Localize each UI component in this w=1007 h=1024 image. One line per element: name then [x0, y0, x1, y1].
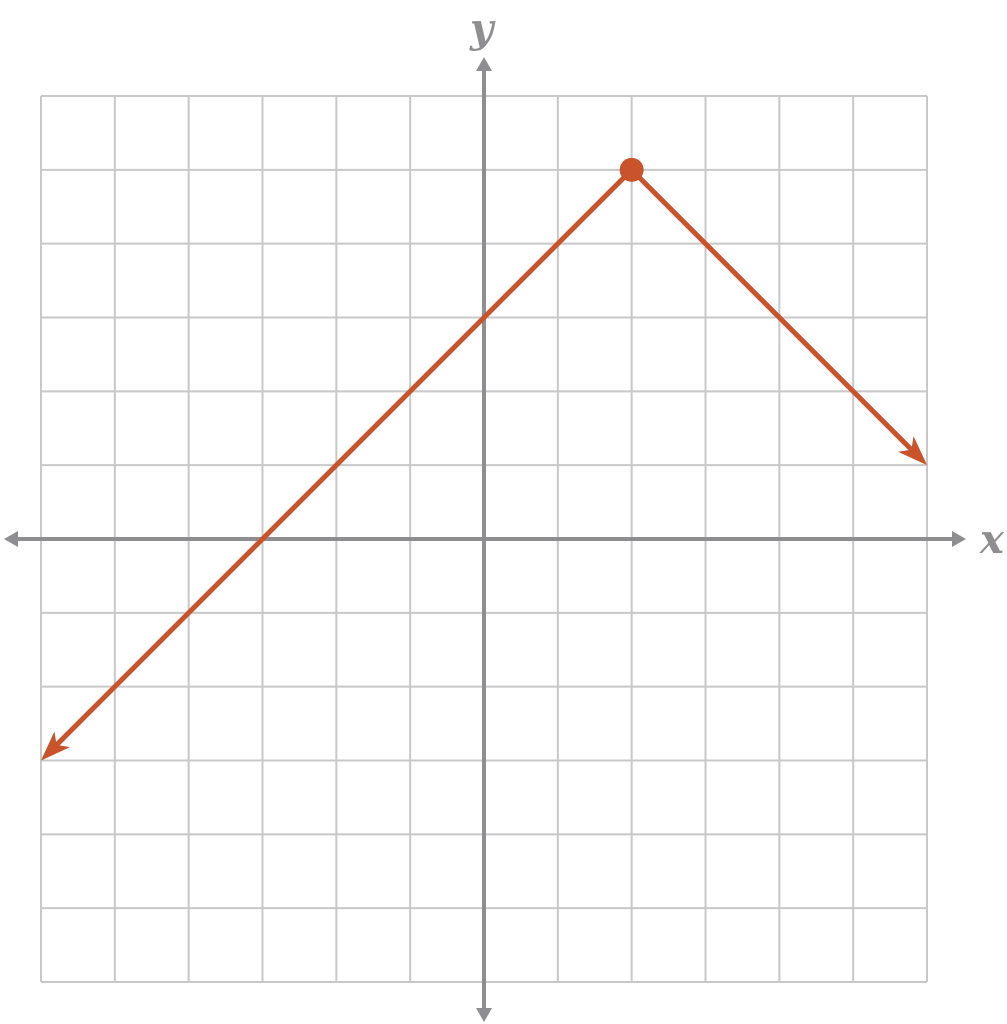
y-axis-label: y — [469, 5, 496, 52]
x-axis-arrow-right — [952, 531, 966, 547]
x-axis-label: x — [979, 516, 1005, 563]
y-axis-arrow-down — [476, 1008, 492, 1022]
x-axis-arrow-left — [4, 531, 18, 547]
axes — [4, 57, 966, 1022]
line-arrow-end — [898, 436, 927, 466]
vertex-point — [619, 157, 644, 182]
y-axis-arrow-up — [476, 57, 492, 71]
series — [41, 157, 927, 761]
line-arrow-start — [41, 731, 70, 761]
